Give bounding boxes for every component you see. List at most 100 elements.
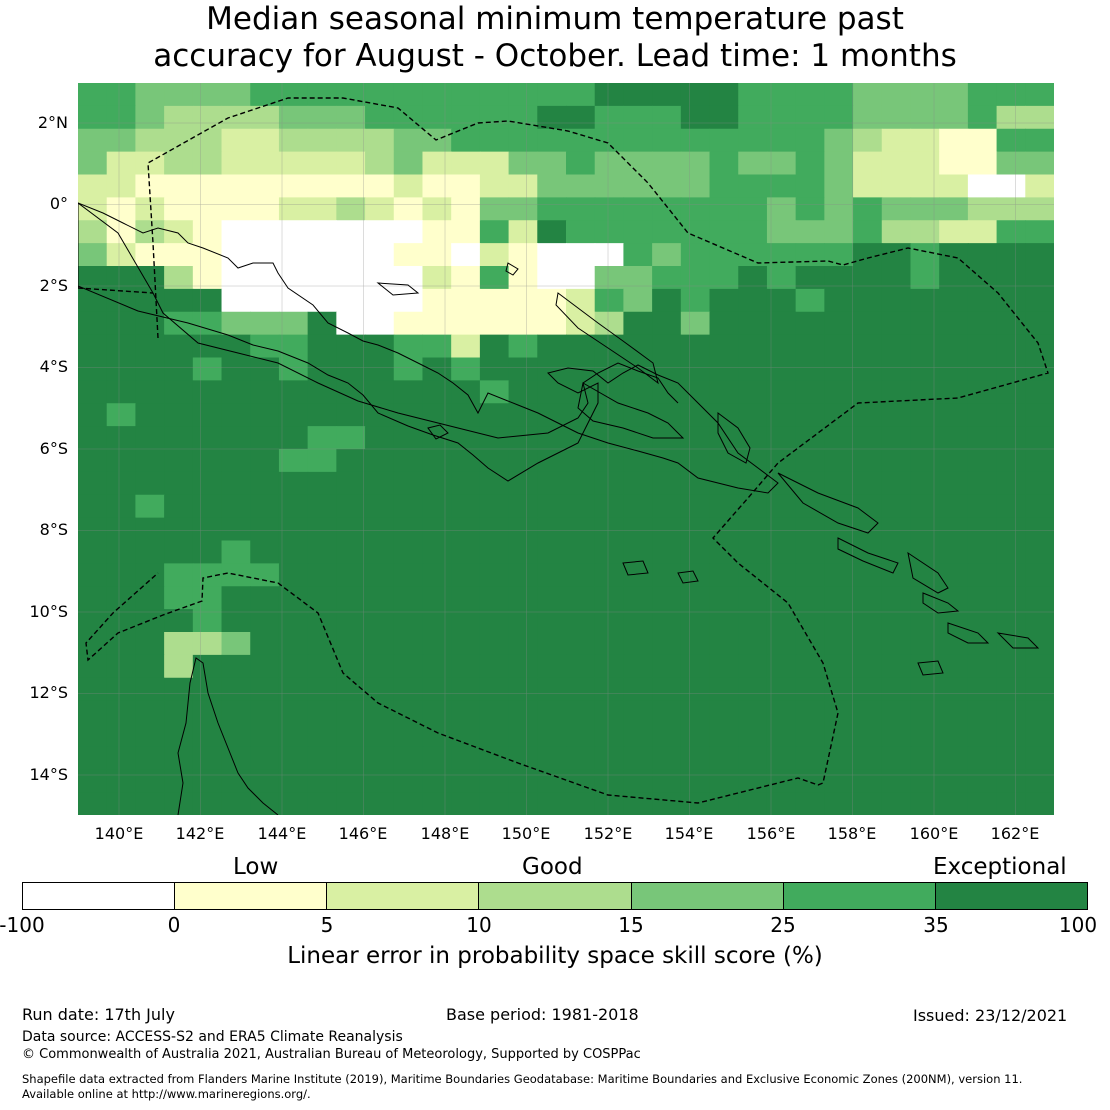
skill-cell [192,197,223,221]
skill-cell [910,197,940,221]
skill-cell [824,105,854,130]
skill-cell [594,197,625,221]
skill-cell [164,540,194,564]
skill-cell [78,403,108,427]
skill-cell [623,426,653,450]
skill-cell [336,266,366,290]
skill-cell [78,723,108,747]
skill-cell [766,494,797,519]
title-line-1: Median seasonal minimum temperature past [206,1,904,37]
skill-cell [479,197,510,221]
skill-cell [1025,220,1054,244]
skill-cell [853,403,883,427]
skill-cell [566,243,596,267]
skill-cell [881,128,912,153]
skill-cell [881,517,912,542]
skill-cell [881,632,912,656]
skill-cell [537,83,567,107]
skill-cell [766,380,797,404]
skill-cell [393,357,424,381]
skill-cell [652,220,682,244]
skill-cell [939,700,969,725]
skill-cell [135,792,165,815]
skill-cell [709,746,739,770]
skill-cell [967,197,998,221]
skill-cell [537,563,567,587]
skill-cell [824,83,854,107]
skill-cell [910,449,940,473]
skill-cell [278,471,309,496]
skill-cell [795,128,825,153]
skill-cell [78,517,108,542]
skill-cell [623,769,653,793]
skill-cell [508,174,538,198]
skill-cell [422,563,452,587]
skill-cell [967,677,998,702]
colorbar-segment [479,883,632,909]
skill-cell [365,243,395,267]
skill-cell [795,174,825,198]
skill-cell [537,471,567,496]
skill-cell [250,494,280,519]
skill-cell [623,266,653,290]
skill-cell [422,449,452,473]
skill-cell [680,174,711,198]
skill-cell [192,586,223,610]
skill-cell [766,471,797,496]
skill-cell [537,128,567,153]
skill-cell [766,426,797,450]
skill-cell [479,380,510,404]
skill-cell [365,151,395,176]
skill-cell [336,517,366,542]
skill-cell [250,151,280,176]
skill-cell [1025,403,1054,427]
new-ireland-coastline [555,292,659,385]
skill-cell [967,632,998,656]
skill-cell [106,723,137,747]
skill-cell [910,632,940,656]
skill-cell [192,563,223,587]
skill-cell [393,380,424,404]
skill-cell [135,266,165,290]
skill-cell [910,746,940,770]
skill-cell [939,746,969,770]
skill-cell [795,220,825,244]
legend-category-exceptional: Exceptional [933,854,1067,880]
skill-cell [853,792,883,815]
skill-cell [336,128,366,153]
skill-cell [738,677,768,702]
skill-cell [766,654,797,679]
skill-cell [795,449,825,473]
skill-cell [566,151,596,176]
skill-cell [106,83,137,107]
skill-cell [709,380,739,404]
skill-cell [221,334,251,359]
skill-cell [106,243,137,267]
skill-cell [566,563,596,587]
skill-cell [537,654,567,679]
skill-cell [1025,174,1054,198]
skill-cell [250,243,280,267]
skill-cell [623,677,653,702]
skill-cell [164,151,194,176]
skill-cell [738,700,768,725]
skill-cell [135,83,165,107]
skill-cell [451,266,481,290]
skill-cell [78,746,108,770]
skill-cell [307,288,337,313]
skill-cell [393,83,424,107]
skill-cell [336,449,366,473]
skill-cell [594,403,625,427]
skill-cell [652,494,682,519]
skill-cell [680,700,711,725]
skill-cell [996,288,1026,313]
skill-cell [250,174,280,198]
eez-boundary-north [78,287,154,294]
colorbar [22,882,1088,910]
skill-cell [1025,746,1054,770]
skill-cell [278,494,309,519]
skill-cell [996,792,1026,815]
skill-cell [307,426,337,450]
skill-cell [365,494,395,519]
skill-cell [135,311,165,336]
